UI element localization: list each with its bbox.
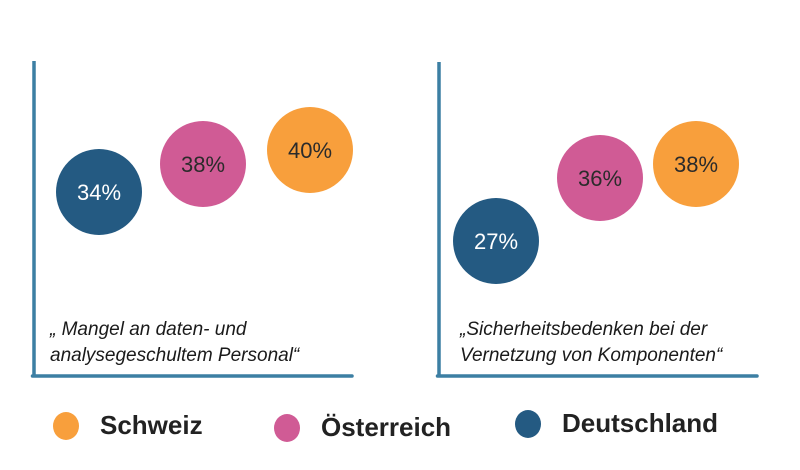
chart-panel-personal: 34% 38% 40%	[30, 61, 354, 378]
caption-security: „Sicherheitsbedenken bei der Vernetzung …	[460, 317, 722, 369]
bubble-schweiz	[267, 107, 353, 193]
legend-label: Deutschland	[562, 408, 719, 438]
bubble-value-label: 27%	[474, 229, 518, 254]
legend-item-deutschland: Deutschland	[515, 408, 718, 439]
legend-dot-icon	[274, 413, 300, 442]
caption-line: analysegeschultem Personal“	[50, 345, 300, 366]
legend-dot-icon	[53, 411, 79, 440]
bubble-value-label: 40%	[288, 138, 332, 163]
chart-panel-security: 27% 36% 38%	[435, 62, 759, 378]
legend-dot-icon	[515, 409, 541, 438]
bubble-value-label: 38%	[674, 152, 718, 177]
bubble-schweiz	[653, 121, 739, 207]
bubble-value-label: 34%	[77, 180, 121, 205]
bubble-deutschland	[453, 198, 539, 284]
bubble-value-label: 36%	[578, 166, 622, 191]
bubble-value-label: 38%	[181, 152, 225, 177]
legend-item-schweiz: Schweiz	[53, 410, 203, 441]
caption-line: Vernetzung von Komponenten“	[460, 345, 723, 366]
legend-label: Österreich	[321, 412, 452, 442]
bubble-oesterreich	[557, 135, 643, 221]
caption-line: „ Mangel an daten- und	[50, 319, 247, 340]
legend-item-oesterreich: Österreich	[274, 412, 451, 443]
bubble-oesterreich	[160, 121, 246, 207]
legend-label: Schweiz	[100, 410, 203, 440]
caption-personal: „ Mangel an daten- und analysegeschultem…	[50, 317, 299, 369]
bubble-deutschland	[56, 149, 142, 235]
caption-line: „Sicherheitsbedenken bei der	[460, 319, 708, 340]
